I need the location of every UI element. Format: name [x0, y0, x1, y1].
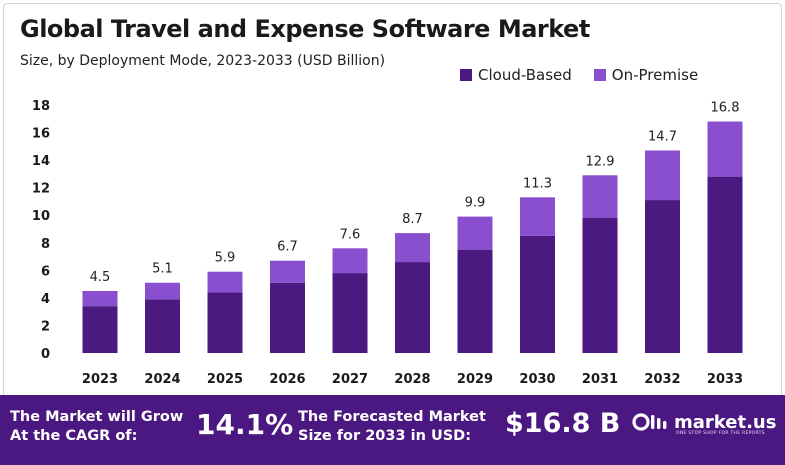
y-tick-label-16: 16 — [32, 127, 50, 142]
bar-on-premise-2025 — [207, 271, 243, 293]
data-label-2031: 12.9 — [586, 154, 615, 169]
x-tick-label-2032: 2032 — [644, 372, 680, 387]
x-tick-label-2027: 2027 — [332, 372, 368, 387]
data-label-2024: 5.1 — [152, 262, 173, 277]
chart-legend: Cloud-Based On-Premise — [460, 66, 720, 84]
brand-logo: market.us — [632, 411, 776, 433]
legend-swatch-cloud-based — [460, 69, 472, 81]
chart-title: Global Travel and Expense Software Marke… — [20, 15, 590, 43]
bar-chart: 0 2 4 6 8 10 12 14 16 18 4.5 2023 5.1 2024 5.9 2025 6.7 2… — [32, 99, 743, 387]
forecast-label-line1: The Forecasted Market — [298, 409, 486, 425]
bar-on-premise-2026 — [270, 260, 305, 283]
bar-cloud-based-2023 — [82, 306, 118, 353]
data-label-2025: 5.9 — [215, 251, 236, 266]
x-tick-label-2025: 2025 — [207, 372, 243, 387]
x-tick-label-2028: 2028 — [394, 372, 430, 387]
cagr-label-line1: The Market will Grow — [10, 409, 184, 425]
data-label-2023: 4.5 — [90, 270, 111, 285]
y-tick-label-8: 8 — [41, 237, 50, 252]
brand-tagline: ONE STOP SHOP FOR THE REPORTS — [676, 431, 765, 436]
legend-label-on-premise: On-Premise — [611, 66, 699, 84]
bar-on-premise-2029 — [457, 216, 493, 250]
x-tick-label-2031: 2031 — [582, 372, 618, 387]
bar-cloud-based-2029 — [457, 249, 493, 353]
y-tick-label-12: 12 — [32, 182, 50, 197]
bar-cloud-based-2030 — [520, 235, 555, 353]
y-tick-label-14: 14 — [32, 154, 50, 169]
y-tick-label-4: 4 — [41, 292, 50, 307]
y-tick-label-18: 18 — [32, 99, 50, 114]
bar-cloud-based-2033 — [707, 176, 743, 353]
data-label-2026: 6.7 — [277, 240, 298, 255]
bar-on-premise-2027 — [332, 248, 368, 274]
legend-swatch-on-premise — [593, 69, 606, 81]
x-tick-label-2023: 2023 — [82, 372, 118, 387]
bar-on-premise-2023 — [82, 291, 118, 307]
bar-on-premise-2033 — [707, 121, 743, 177]
y-tick-label-10: 10 — [32, 209, 50, 224]
forecast-label-line2: Size for 2033 in USD: — [298, 428, 472, 444]
data-label-2028: 8.7 — [402, 212, 423, 227]
bar-cloud-based-2028 — [395, 262, 430, 353]
x-tick-label-2030: 2030 — [519, 372, 555, 387]
bar-on-premise-2032 — [645, 150, 680, 201]
bar-cloud-based-2026 — [270, 282, 305, 353]
footer-banner — [0, 395, 785, 465]
y-tick-label-2: 2 — [41, 319, 50, 334]
bar-on-premise-2030 — [520, 197, 555, 236]
bar-cloud-based-2032 — [645, 200, 680, 353]
x-tick-label-2029: 2029 — [457, 372, 493, 387]
data-label-2032: 14.7 — [648, 129, 677, 144]
data-label-2029: 9.9 — [465, 196, 486, 211]
cagr-value: 14.1% — [196, 408, 294, 441]
bar-cloud-based-2025 — [207, 292, 243, 353]
bar-cloud-based-2027 — [332, 273, 368, 353]
cagr-label: The Market will Grow At the CAGR of: — [10, 408, 183, 446]
y-tick-label-6: 6 — [41, 264, 50, 279]
brand-name: market.us — [674, 411, 777, 433]
legend-item-cloud-based: Cloud-Based — [460, 66, 572, 84]
bar-cloud-based-2031 — [582, 217, 618, 353]
forecast-label: The Forecasted Market Size for 2033 in U… — [298, 408, 486, 446]
bar-on-premise-2024 — [145, 282, 180, 300]
y-tick-label-0: 0 — [41, 347, 50, 362]
data-label-2030: 11.3 — [523, 176, 552, 191]
legend-label-cloud-based: Cloud-Based — [478, 66, 572, 84]
chart-subtitle: Size, by Deployment Mode, 2023-2033 (USD… — [20, 53, 386, 69]
data-label-2027: 7.6 — [340, 227, 361, 242]
forecast-value: $16.8 B — [505, 408, 621, 439]
cagr-label-line2: At the CAGR of: — [10, 428, 138, 444]
bar-on-premise-2028 — [395, 233, 430, 263]
x-tick-label-2026: 2026 — [269, 372, 305, 387]
x-tick-label-2024: 2024 — [144, 372, 180, 387]
bar-cloud-based-2024 — [145, 299, 180, 353]
legend-item-on-premise: On-Premise — [593, 66, 699, 84]
data-label-2033: 16.8 — [711, 101, 740, 116]
x-tick-label-2033: 2033 — [707, 372, 743, 387]
bar-on-premise-2031 — [582, 175, 618, 218]
market-us-logo-icon — [632, 413, 667, 431]
